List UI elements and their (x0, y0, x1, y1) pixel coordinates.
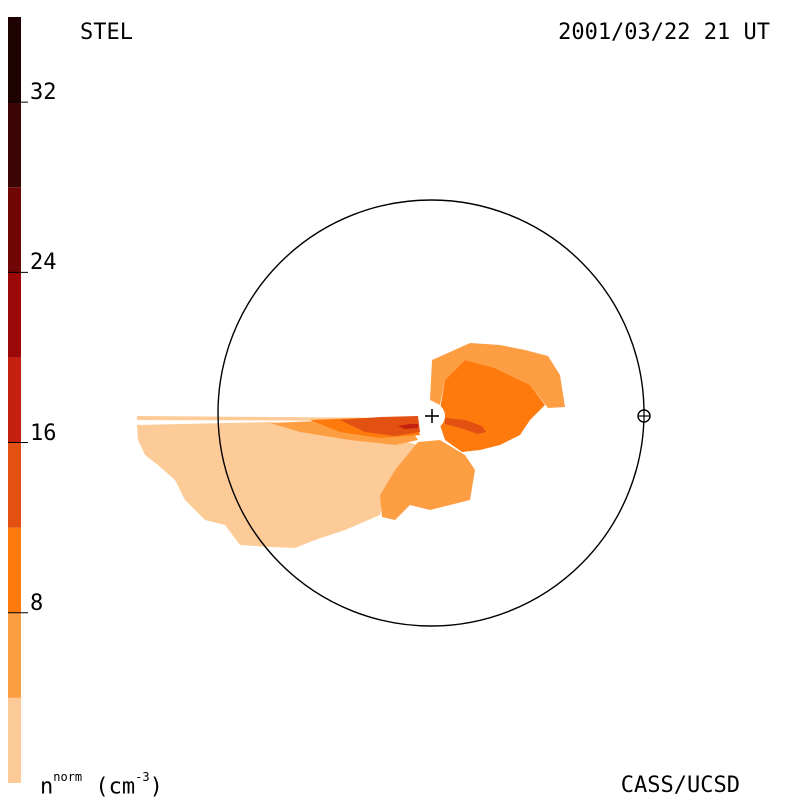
colorbar-band-1 (8, 697, 21, 783)
density-region-level-4 (340, 416, 420, 436)
colorbar-band-8 (8, 102, 21, 188)
timestamp-label: 2001/03/22 21 UT (558, 20, 770, 45)
colorbar-band-4 (8, 442, 21, 528)
sun-marker (419, 403, 445, 429)
source-label: STEL (80, 20, 133, 45)
colorbar-tick-label: 24 (30, 250, 57, 276)
colorbar-tick-label: 8 (30, 590, 44, 616)
density-region-level-2-north (430, 343, 565, 408)
colorbar-band-3 (8, 527, 21, 613)
unit-base: n (40, 774, 54, 800)
colorbar-ticks (8, 101, 28, 614)
colorbar (8, 17, 21, 783)
density-region-level-1 (137, 422, 418, 548)
earth-marker (637, 409, 651, 423)
colorbar-band-9 (8, 17, 21, 103)
density-map (137, 343, 565, 548)
colorbar-band-2 (8, 612, 21, 698)
credit-label: CASS/UCSD (620, 773, 740, 798)
colorbar-band-6 (8, 272, 21, 358)
unit-exponent: -3 (135, 770, 150, 784)
unit-close: ) (149, 774, 163, 800)
unit-paren: (cm (95, 774, 136, 800)
unit-superscript: norm (53, 770, 83, 784)
colorbar-band-7 (8, 187, 21, 273)
colorbar-tick-label: 16 (30, 420, 57, 446)
colorbar-unit-label: nnorm (cm-3) (40, 771, 163, 800)
colorbar-tick-label: 32 (30, 80, 57, 106)
density-region-level-5 (398, 424, 418, 429)
density-region-level-2-south (380, 440, 475, 520)
colorbar-band-5 (8, 357, 21, 443)
density-region-level-4-east (445, 418, 486, 434)
